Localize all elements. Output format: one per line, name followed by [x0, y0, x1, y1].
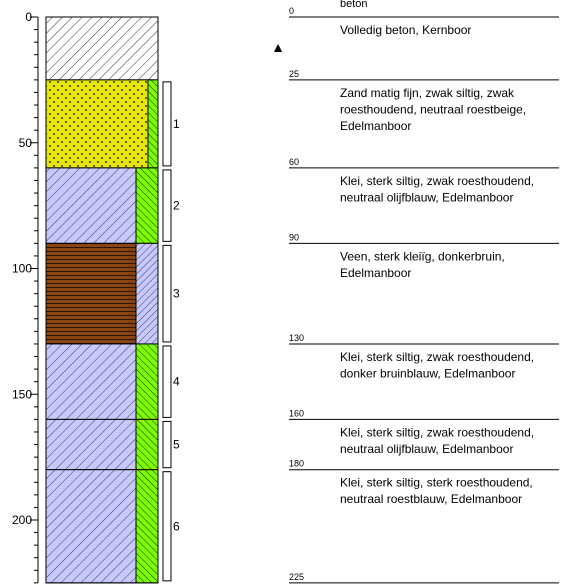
soil-layer: [45, 242, 137, 345]
soil-layer-admixture: [135, 242, 159, 345]
depth-axis: 0 50 100 150 200: [12, 10, 39, 584]
sample-bracket: [162, 471, 172, 582]
sample-label: 2: [173, 199, 180, 213]
depth-label: 225: [289, 572, 304, 582]
tick-label: 200: [12, 513, 32, 527]
tick-label: 50: [19, 136, 33, 150]
description-line: Zand matig fijn, zwak siltig, zwak: [340, 86, 515, 100]
depth-label: 0: [289, 6, 294, 16]
sample-label: 6: [173, 519, 180, 533]
soil-layer-admixture: [135, 469, 159, 584]
soil-column: [45, 16, 159, 584]
soil-layer: [45, 79, 149, 169]
description-line: neutraal roestblauw, Edelmanboor: [340, 492, 522, 506]
description-line: Klei, sterk siltig, sterk roesthoudend,: [340, 476, 533, 490]
description-line: Klei, sterk siltig, zwak roesthoudend,: [340, 425, 534, 439]
sample-bracket: [162, 420, 172, 469]
description-line: roesthoudend, neutraal roestbeige,: [340, 102, 526, 116]
sample-label: 4: [173, 375, 180, 389]
soil-layer-admixture: [135, 418, 159, 471]
sample-label: 3: [173, 287, 180, 301]
description-line: neutraal olijfblauw, Edelmanboor: [340, 442, 513, 456]
soil-layer: [45, 418, 137, 471]
layer-header: beton: [340, 0, 368, 10]
sample-bracket: [162, 169, 172, 242]
depth-label: 90: [289, 232, 299, 242]
description-line: donker bruinblauw, Edelmanboor: [340, 366, 515, 380]
sample-bracket: [162, 81, 172, 167]
sample-bracket: [162, 345, 172, 418]
description-line: Edelmanboor: [340, 266, 411, 280]
soil-layer-admixture: [147, 79, 159, 169]
sample-label: 5: [173, 438, 180, 452]
depth-label: 130: [289, 333, 304, 343]
column-outline: [45, 16, 159, 584]
sample-label: 1: [173, 117, 180, 131]
soil-layer: [45, 343, 137, 420]
soil-layer-admixture: [135, 343, 159, 420]
soil-layer: [45, 469, 137, 584]
description-line: Klei, sterk siltig, zwak roesthoudend,: [340, 174, 534, 188]
tick-label: 0: [25, 10, 32, 24]
description-line: Volledig beton, Kernboor: [340, 23, 471, 37]
tick-label: 150: [12, 387, 32, 401]
sample-brackets: 1 2 3 4 5 6: [162, 81, 180, 582]
depth-label: 180: [289, 459, 304, 469]
soil-layer: [45, 167, 137, 244]
layer-descriptions: 0 beton Volledig beton, Kernboor 25 Zand mat…: [289, 0, 559, 584]
soil-layer-admixture: [135, 167, 159, 244]
description-line: Edelmanboor: [340, 119, 411, 133]
description-line: Klei, sterk siltig, zwak roesthoudend,: [340, 350, 534, 364]
depth-label: 25: [289, 69, 299, 79]
depth-label: 60: [289, 157, 299, 167]
description-line: neutraal olijfblauw, Edelmanboor: [340, 190, 513, 204]
water-level-marker-icon: ▲: [271, 39, 285, 55]
depth-label: 160: [289, 408, 304, 418]
tick-label: 100: [12, 262, 32, 276]
description-line: Veen, sterk kleiïg, donkerbruin,: [340, 249, 505, 263]
soil-layer: [45, 16, 159, 81]
sample-bracket: [162, 244, 172, 343]
